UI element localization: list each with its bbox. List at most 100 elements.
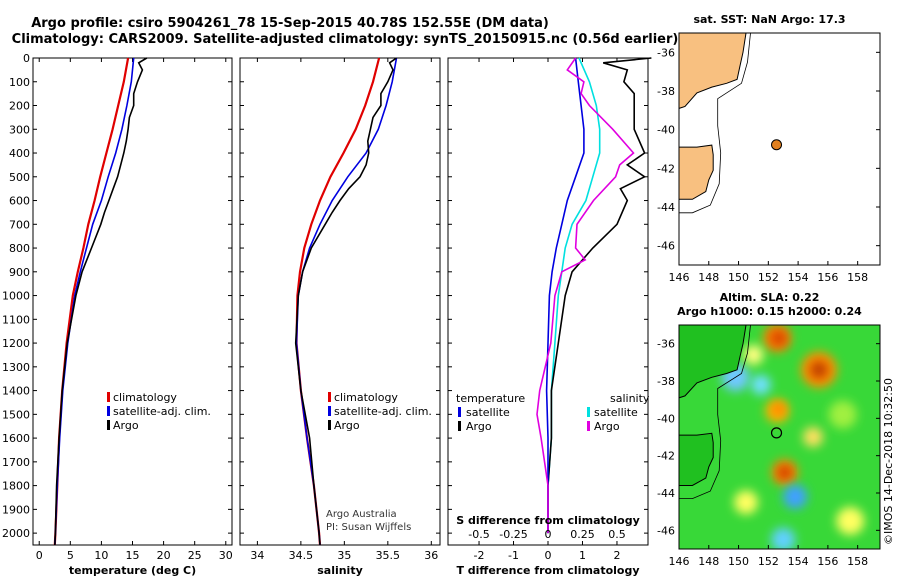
sla-anomaly [772, 403, 785, 415]
map-x-tick-label: 150 [728, 271, 749, 284]
x-tick-label: 25 [188, 549, 202, 562]
depth-tick-label: 0 [23, 52, 30, 65]
salinity-panel: 34 34.5 35 35.5 36 salinity climatologysatelli… [239, 57, 441, 577]
x2-tick-label: 0.25 [570, 528, 595, 541]
x-tick-label: -1 [508, 549, 519, 562]
x-tick-label: 0 [545, 549, 552, 562]
map-title: Altim. SLA: 0.22 [720, 291, 820, 304]
depth-tick-label: 1100 [2, 313, 30, 326]
legend-swatch [107, 392, 110, 402]
sla-anomaly [836, 507, 865, 535]
legend-swatch [328, 392, 331, 402]
x-axis-label: salinity [317, 564, 363, 577]
depth-tick-label: 1800 [2, 480, 30, 493]
series-line-argo [54, 57, 148, 546]
map-x-tick-label: 158 [847, 555, 868, 568]
x2-tick-label: 0 [545, 528, 552, 541]
map-y-tick-label: -46 [657, 524, 675, 537]
x-tick-label: 34 [250, 549, 264, 562]
mainland-coast [678, 32, 747, 110]
depth-tick-label: 400 [9, 147, 30, 160]
sla-anomaly [734, 490, 758, 515]
x-tick-label: 36 [424, 549, 438, 562]
title-line-2: Climatology: CARS2009. Satellite-adjuste… [12, 32, 679, 47]
legend-title: salinity [610, 392, 650, 405]
map-x-tick-label: 146 [669, 555, 690, 568]
depth-tick-label: 1600 [2, 432, 30, 445]
map-x-tick-label: 146 [669, 271, 690, 284]
x-tick-label: 35 [337, 549, 351, 562]
map-x-tick-label: 156 [817, 555, 838, 568]
map-x-tick-label: 148 [698, 555, 719, 568]
legend-swatch [107, 406, 110, 416]
x-tick-label: 0 [36, 549, 43, 562]
argo-position-marker [771, 139, 783, 151]
legend-swatch [587, 421, 590, 431]
map-title: Argo h1000: 0.15 h2000: 0.24 [677, 305, 862, 318]
depth-tick-label: 2000 [2, 527, 30, 540]
annotation-text: PI: Susan Wijffels [326, 522, 411, 533]
legend-label: climatology [113, 391, 177, 404]
map-x-tick-label: 152 [758, 555, 779, 568]
legend-swatch [458, 421, 461, 431]
series-line-satellite-adj-clim- [295, 57, 398, 546]
depth-tick-label: 1300 [2, 361, 30, 374]
map-y-tick-label: -36 [657, 338, 675, 351]
legend-label: climatology [334, 391, 398, 404]
timestamp: ©IMOS 14-Dec-2018 10:32:50 [882, 378, 895, 545]
title-line-1: Argo profile: csiro 5904261_78 15-Sep-20… [31, 16, 549, 31]
depth-tick-label: 300 [9, 123, 30, 136]
x2-tick-label: 0.5 [608, 528, 626, 541]
mainland-coast [679, 325, 747, 399]
legend-label: satellite [594, 406, 638, 419]
x-tick-label: 1 [579, 549, 586, 562]
tasmania-coast [679, 432, 714, 486]
sla-anomaly [778, 466, 791, 479]
sst-map: sat. SST: NaN Argo: 17.3 146 148 150 152 154 1… [657, 13, 881, 284]
sla-anomaly [743, 344, 764, 365]
legend-label: satellite [466, 406, 510, 419]
depth-tick-label: 700 [9, 218, 30, 231]
map-y-tick-label: -46 [657, 240, 675, 253]
x2-axis-label: S difference from climatology [456, 514, 640, 527]
annotation-text: Argo Australia [326, 509, 397, 520]
legend-title: temperature [456, 392, 525, 405]
depth-tick-label: 900 [9, 266, 30, 279]
map-x-tick-label: 152 [758, 271, 779, 284]
sla-anomaly [750, 374, 771, 395]
legend-swatch [328, 420, 331, 430]
series-line-salinity-argo [536, 57, 635, 534]
depth-tick-label: 600 [9, 195, 30, 208]
plot-frame [32, 57, 233, 546]
legend-swatch [328, 406, 331, 416]
series-line-salinity-satellite [545, 57, 585, 534]
sla-anomaly [828, 400, 857, 429]
map-x-tick-label: 154 [788, 271, 809, 284]
sla-anomaly [771, 527, 796, 549]
legend-label: satellite-adj. clim. [113, 405, 211, 418]
x-axis-label: temperature (deg C) [69, 564, 196, 577]
map-y-tick-label: -38 [657, 375, 675, 388]
map-y-tick-label: -36 [657, 46, 675, 59]
depth-tick-label: 500 [9, 171, 30, 184]
legend-label: Argo [334, 419, 360, 432]
x2-tick-label: -0.25 [499, 528, 527, 541]
depth-axis: 0 100 200 300 400 500 600 700 800 900 1000 1100 1200… [2, 52, 30, 540]
x-tick-label: 20 [157, 549, 171, 562]
x-tick-label: 15 [126, 549, 140, 562]
map-y-tick-label: -40 [657, 124, 675, 137]
depth-tick-label: 100 [9, 76, 30, 89]
x-tick-label: 2 [613, 549, 620, 562]
map-x-tick-label: 158 [847, 271, 868, 284]
x-tick-label: 30 [219, 549, 233, 562]
difference-panel: -2 -1 0 1 2 T difference from climatology -0.5… [447, 57, 652, 577]
sla-anomaly [783, 484, 808, 509]
map-y-tick-label: -38 [657, 85, 675, 98]
map-y-tick-label: -42 [657, 162, 675, 175]
map-y-tick-label: -42 [657, 450, 675, 463]
map-y-tick-label: -40 [657, 412, 675, 425]
isobath-line [679, 32, 751, 214]
legend-swatch [107, 420, 110, 430]
